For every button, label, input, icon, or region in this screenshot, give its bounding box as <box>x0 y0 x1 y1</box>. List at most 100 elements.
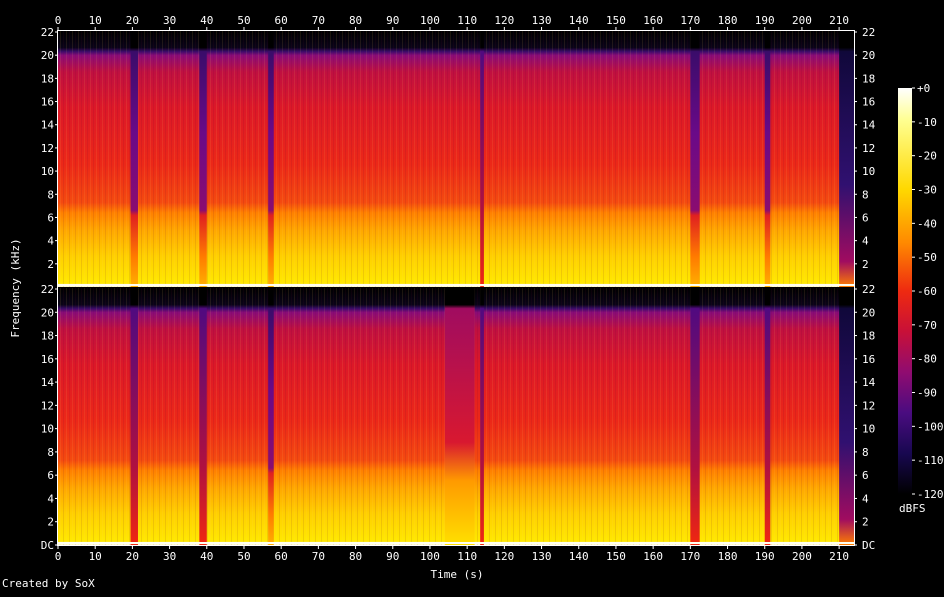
x-tick-label: 100 <box>420 550 440 563</box>
x-tick-label: 80 <box>349 550 362 563</box>
quiet-segment <box>690 31 700 287</box>
y-tick-label: 16 <box>862 353 875 366</box>
quiet-segment <box>130 288 138 545</box>
colorbar-tick-label: -30 <box>917 184 937 197</box>
quiet-segment <box>480 31 484 287</box>
x-tick-label: 50 <box>237 14 250 27</box>
y-tick-label: 6 <box>862 211 869 224</box>
y-tick-label: 14 <box>862 119 876 132</box>
y-tick-label: 20 <box>862 49 875 62</box>
quiet-segment <box>764 288 771 545</box>
quiet-segment <box>690 288 700 545</box>
x-axis-label: Time (s) <box>431 568 484 581</box>
y-tick-label: 20 <box>41 49 54 62</box>
y-tick-label: 8 <box>47 446 54 459</box>
x-tick-label: 90 <box>386 550 399 563</box>
channel-1-spectrogram <box>58 31 854 287</box>
colorbar-tick-label: -50 <box>917 251 937 264</box>
x-tick-label: 80 <box>349 14 362 27</box>
x-tick-label: 130 <box>532 550 552 563</box>
colorbar-tick-label: -40 <box>917 217 937 230</box>
dc-line <box>58 542 854 544</box>
y-tick-label: 2 <box>862 258 869 271</box>
x-tick-label: 140 <box>569 14 589 27</box>
y-tick-label: 22 <box>862 26 875 39</box>
x-tick-label: 120 <box>494 550 514 563</box>
y-tick-label: 12 <box>862 142 875 155</box>
x-tick-label: 70 <box>312 550 325 563</box>
x-tick-label: 40 <box>200 14 213 27</box>
quiet-segment <box>199 31 207 287</box>
y-tick-label: 22 <box>41 283 54 296</box>
colorbar: +0 -10 -20 -30 -40 -50 -60 -70 -80 -90 -100 -110 -12… <box>898 82 944 501</box>
x-tick-label: 200 <box>792 550 812 563</box>
y-tick-label: 14 <box>41 376 55 389</box>
x-tick-label: 10 <box>89 550 102 563</box>
colorbar-tick-label: -20 <box>917 150 937 163</box>
y-tick-label: 14 <box>862 376 876 389</box>
plot-frame <box>57 30 855 546</box>
x-tick-label: 10 <box>89 14 102 27</box>
y-tick-label: 4 <box>47 235 54 248</box>
x-tick-label: 170 <box>680 550 700 563</box>
y-tick-label: DC <box>862 539 875 552</box>
y-tick-label: 18 <box>862 72 875 85</box>
x-tick-label: 30 <box>163 550 176 563</box>
y-tick-label: 2 <box>47 258 54 271</box>
y-tick-label: 16 <box>862 96 875 109</box>
x-tick-label: 180 <box>718 550 738 563</box>
credit-text: Created by SoX <box>2 577 95 590</box>
x-tick-label: 150 <box>606 14 626 27</box>
y-tick-label: 10 <box>41 423 54 436</box>
x-tick-label: 30 <box>163 14 176 27</box>
y-tick-label: 6 <box>47 469 54 482</box>
channel-2-spectrogram <box>58 288 854 545</box>
colorbar-tick-label: -70 <box>917 319 937 332</box>
colorbar-tick-label: -90 <box>917 387 937 400</box>
x-tick-label: 20 <box>126 550 139 563</box>
y-tick-label: 4 <box>862 235 869 248</box>
x-tick-label: 0 <box>55 550 62 563</box>
x-tick-label: 90 <box>386 14 399 27</box>
y-tick-label: 18 <box>41 330 54 343</box>
y-tick-label: 20 <box>862 306 875 319</box>
quiet-segment <box>199 288 207 545</box>
y-tick-label: 10 <box>41 165 54 178</box>
x-tick-label: 210 <box>829 14 849 27</box>
colorbar-unit-label: dBFS <box>899 502 926 515</box>
spectrogram-panels <box>58 31 854 545</box>
spectrum-texture <box>58 31 854 287</box>
y-tick-label: 4 <box>862 492 869 505</box>
y-tick-label: 4 <box>47 492 54 505</box>
quiet-segment <box>480 288 484 545</box>
y-tick-label: 16 <box>41 353 54 366</box>
colorbar-tick-label: +0 <box>917 82 930 95</box>
colorbar-tick-label: -100 <box>917 420 944 433</box>
x-tick-label: 110 <box>457 550 477 563</box>
x-tick-label: 100 <box>420 14 440 27</box>
y-tick-label: 8 <box>862 446 869 459</box>
y-tick-label: 8 <box>862 188 869 201</box>
x-tick-label: 0 <box>55 14 62 27</box>
x-tick-label: 150 <box>606 550 626 563</box>
x-tick-label: 40 <box>200 550 213 563</box>
y-tick-label: 16 <box>41 96 54 109</box>
colorbar-tick-label: -120 <box>917 488 944 501</box>
colorbar-tick-label: -110 <box>917 454 944 467</box>
colorbar-tick-label: -60 <box>917 285 937 298</box>
quiet-segment <box>839 31 854 287</box>
x-tick-label: 160 <box>643 550 663 563</box>
x-tick-label: 200 <box>792 14 812 27</box>
y-tick-label: 2 <box>862 516 869 529</box>
y-tick-label: 6 <box>862 469 869 482</box>
x-tick-label: 180 <box>718 14 738 27</box>
quiet-segment <box>268 31 274 287</box>
x-tick-label: 70 <box>312 14 325 27</box>
quiet-segment <box>268 288 274 545</box>
x-tick-label: 60 <box>275 550 288 563</box>
x-tick-label: 140 <box>569 550 589 563</box>
y-tick-label: 14 <box>41 119 55 132</box>
